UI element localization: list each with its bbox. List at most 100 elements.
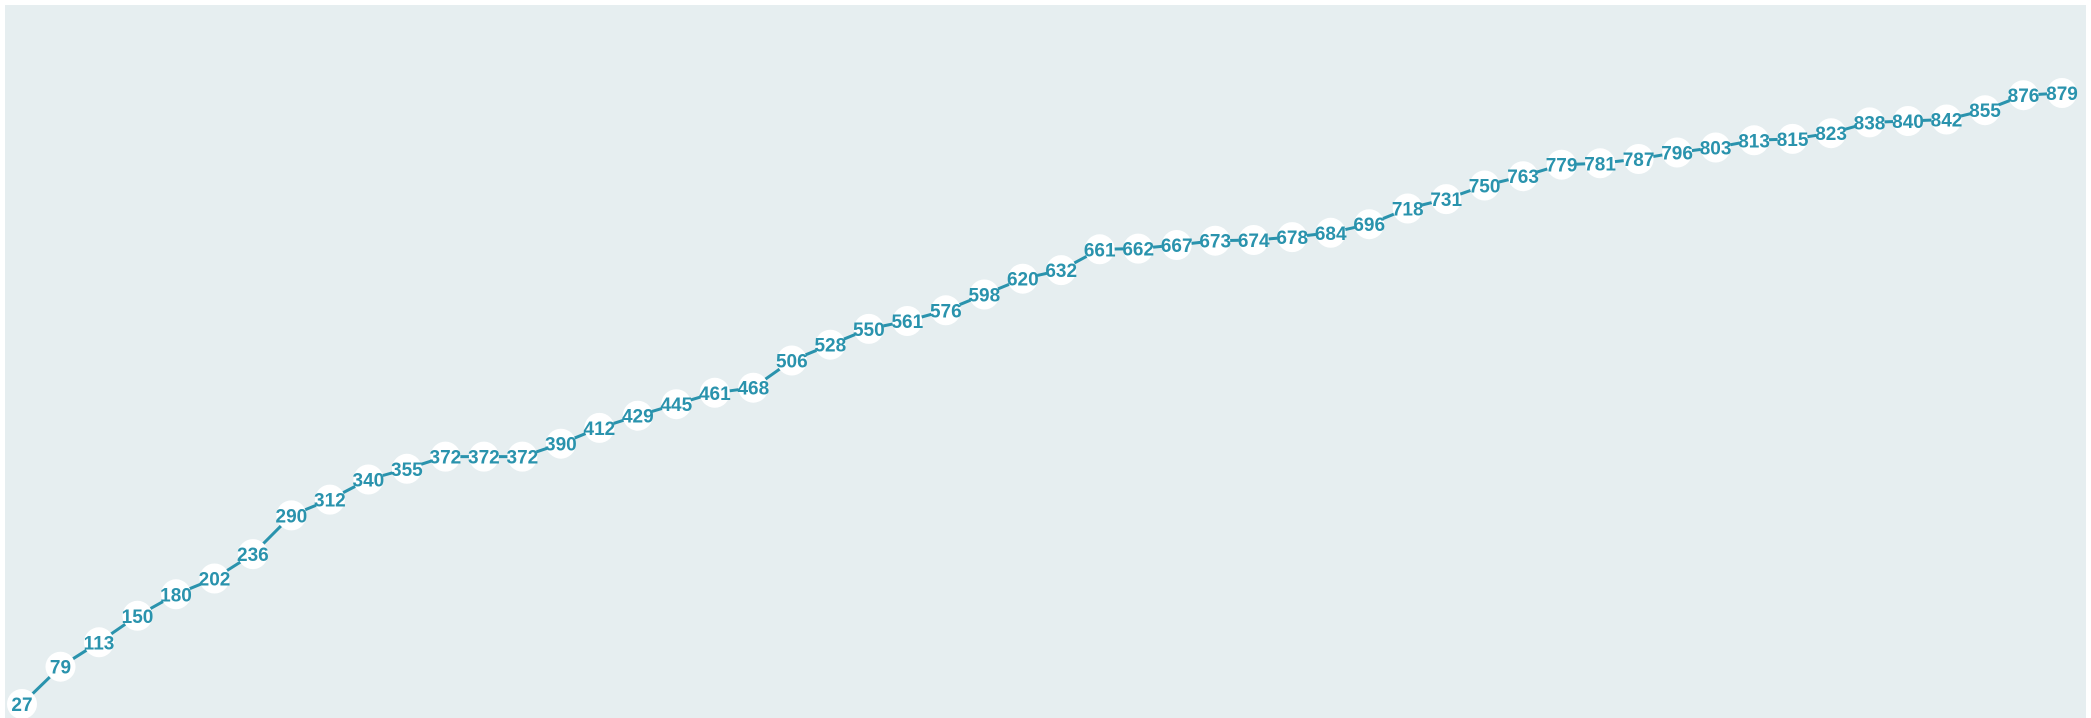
data-point-marker <box>391 453 422 484</box>
data-label: 662 <box>1122 240 1154 261</box>
data-label: 763 <box>1507 167 1539 188</box>
data-point-marker <box>314 484 345 515</box>
data-label: 879 <box>2046 84 2078 105</box>
data-point-marker <box>1662 137 1693 168</box>
data-label: 696 <box>1353 215 1385 236</box>
data-point-marker <box>353 464 384 495</box>
data-point-marker <box>1777 123 1808 154</box>
data-point-marker <box>930 295 961 326</box>
data-point-marker <box>1238 225 1269 255</box>
data-label: 412 <box>584 419 616 440</box>
data-label: 150 <box>122 607 154 628</box>
data-point-marker <box>1623 144 1654 174</box>
data-label: 340 <box>353 471 385 492</box>
data-point-marker <box>1893 106 1923 136</box>
data-label: 598 <box>968 286 1000 307</box>
data-point-marker <box>661 389 692 420</box>
data-point-marker <box>776 345 807 376</box>
data-label: 528 <box>814 336 846 357</box>
data-label: 840 <box>1892 112 1924 133</box>
data-label: 855 <box>1969 101 2001 122</box>
data-label: 661 <box>1084 240 1116 261</box>
data-point-marker <box>1469 170 1500 201</box>
data-point-marker <box>1123 233 1154 264</box>
data-label: 372 <box>430 448 462 469</box>
data-point-marker <box>237 539 268 570</box>
data-label: 180 <box>160 585 192 606</box>
marker-layer <box>7 78 2077 718</box>
data-point-marker <box>468 441 499 472</box>
data-label: 506 <box>776 352 808 373</box>
data-point-marker <box>2047 78 2077 108</box>
data-label: 673 <box>1199 232 1231 253</box>
data-point-marker <box>161 579 191 610</box>
data-label: 620 <box>1007 270 1039 291</box>
data-point-marker <box>584 412 615 443</box>
data-label: 445 <box>660 395 692 416</box>
data-point-marker <box>545 428 576 459</box>
data-point-marker <box>892 306 923 336</box>
data-point-marker <box>1315 217 1346 248</box>
data-point-marker <box>1700 132 1731 163</box>
data-label: 79 <box>50 658 71 679</box>
data-label: 372 <box>468 448 500 469</box>
plot-background <box>5 5 2086 718</box>
data-label: 731 <box>1430 190 1462 211</box>
data-label: 468 <box>737 379 769 400</box>
data-point-marker <box>1161 230 1192 260</box>
data-point-marker <box>699 377 730 408</box>
data-label: 561 <box>891 312 923 333</box>
data-point-marker <box>815 329 846 360</box>
data-label: 372 <box>507 448 539 469</box>
data-label: 674 <box>1238 231 1270 252</box>
data-point-marker <box>45 651 76 682</box>
data-label: 113 <box>84 633 115 654</box>
data-label: 781 <box>1584 154 1616 175</box>
data-label: 815 <box>1777 130 1809 151</box>
data-point-marker <box>1816 118 1847 149</box>
data-label: 390 <box>545 435 577 456</box>
data-point-marker <box>199 563 230 594</box>
data-label: 838 <box>1854 113 1886 134</box>
data-point-marker <box>1084 234 1115 265</box>
data-point-marker <box>7 689 37 718</box>
data-point-marker <box>430 441 461 472</box>
data-label: 632 <box>1045 261 1077 282</box>
data-point-marker <box>1546 149 1577 180</box>
data-label: 355 <box>391 460 423 481</box>
data-point-marker <box>122 600 153 631</box>
data-point-marker <box>622 400 653 431</box>
data-point-marker <box>853 313 884 344</box>
data-label: 27 <box>11 695 32 716</box>
data-point-marker <box>507 441 538 472</box>
data-point-marker <box>1931 104 1962 135</box>
data-label: 779 <box>1546 156 1578 177</box>
data-label: 787 <box>1623 150 1655 171</box>
data-point-marker <box>1970 95 2000 126</box>
data-point-marker <box>84 627 114 658</box>
data-point-marker <box>1392 193 1423 224</box>
data-label-layer: 27 79 113 150 180 202 236 290 312 340 355 372 372 372… <box>11 84 2077 716</box>
data-point-marker <box>1007 263 1038 294</box>
data-label: 429 <box>622 407 654 428</box>
data-label: 667 <box>1161 236 1193 257</box>
data-point-marker <box>1354 209 1385 240</box>
data-label: 813 <box>1738 131 1770 152</box>
data-point-marker <box>1739 125 1770 156</box>
data-point-marker <box>2008 80 2039 111</box>
data-label: 796 <box>1661 144 1693 165</box>
data-label: 550 <box>853 320 885 341</box>
data-label: 312 <box>314 491 346 512</box>
data-point-marker <box>1431 184 1462 215</box>
data-point-marker <box>1854 107 1885 138</box>
data-point-marker <box>276 500 307 531</box>
data-label: 461 <box>699 384 731 405</box>
data-point-marker <box>969 279 1000 310</box>
data-label: 576 <box>930 301 962 322</box>
data-label: 750 <box>1469 177 1501 198</box>
data-point-marker <box>1508 161 1539 192</box>
data-label: 823 <box>1815 124 1847 145</box>
data-point-marker <box>1585 148 1616 179</box>
